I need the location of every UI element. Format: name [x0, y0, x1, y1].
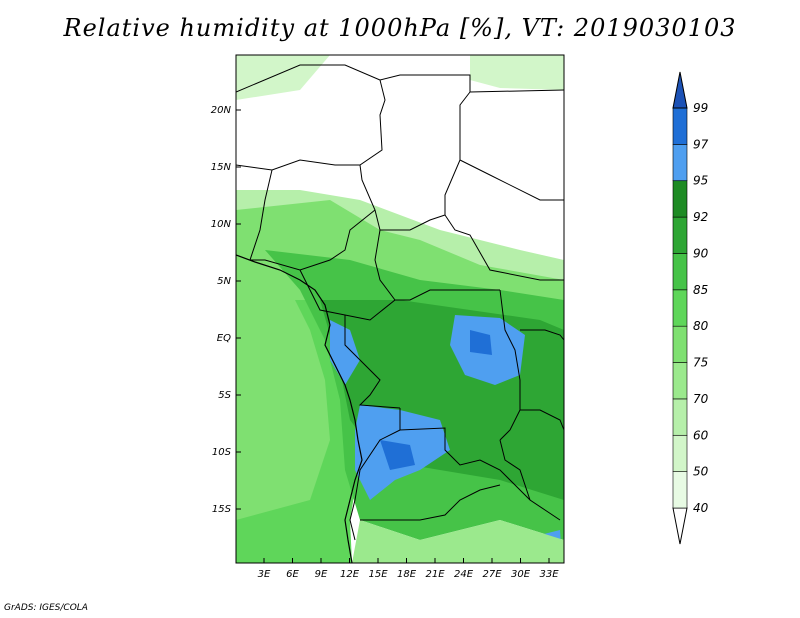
map-title: Relative humidity at 1000hPa [%], VT: 20… — [63, 14, 737, 42]
colorbar-segment — [672, 434, 688, 472]
latitude-axis: 20N 15N 10N 5N EQ 5S 10S 15S — [211, 105, 241, 515]
lon-tick-label: 15E — [368, 569, 388, 580]
colorbar-label: 99 — [693, 101, 708, 115]
colorbar-label: 75 — [693, 356, 708, 370]
colorbar-label: 60 — [693, 428, 709, 442]
colorbar-label: 95 — [693, 174, 708, 188]
lat-tick-label: EQ — [217, 333, 231, 344]
lat-tick-label: 15S — [212, 504, 232, 515]
colorbar-label: 70 — [693, 392, 709, 406]
colorbar-label: 40 — [693, 501, 709, 515]
colorbar-label: 50 — [693, 465, 709, 479]
colorbar-segment — [672, 107, 688, 145]
colorbar-upper-arrow — [672, 71, 688, 109]
lon-tick-label: 3E — [258, 569, 271, 580]
coastline — [236, 254, 363, 563]
lat-tick-label: 10S — [212, 447, 232, 458]
lon-tick-label: 12E — [340, 569, 360, 580]
colorbar-segment — [672, 471, 688, 509]
colorbar-segment — [672, 289, 688, 327]
lat-tick-label: 20N — [211, 105, 232, 116]
humidity-field — [236, 55, 564, 563]
lat-tick-label: 15N — [211, 162, 232, 173]
colorbar-label: 97 — [693, 137, 709, 151]
lon-tick-label: 18E — [397, 569, 417, 580]
colorbar-segment — [672, 325, 688, 363]
colorbar-segment — [672, 216, 688, 254]
lon-tick-label: 24E — [454, 569, 474, 580]
colorbar-segment — [672, 362, 688, 400]
colorbar-label: 85 — [693, 283, 708, 297]
colorbar-segment — [672, 253, 688, 291]
colorbar-label: 92 — [693, 210, 708, 224]
lon-tick-label: 33E — [539, 569, 559, 580]
lon-tick-label: 30E — [511, 569, 531, 580]
map-frame — [235, 54, 565, 564]
lat-tick-label: 10N — [211, 219, 232, 230]
lon-tick-label: 21E — [425, 569, 445, 580]
lon-tick-label: 27E — [482, 569, 502, 580]
colorbar: 40 50 60 70 75 80 85 90 92 95 97 99 — [672, 71, 709, 545]
country-borders — [236, 64, 564, 541]
lon-tick-label: 9E — [315, 569, 328, 580]
colorbar-segment — [672, 144, 688, 182]
colorbar-segment — [672, 398, 688, 436]
grads-credit: GrADS: IGES/COLA — [4, 603, 88, 613]
lat-tick-label: 5N — [217, 276, 231, 287]
colorbar-label: 90 — [693, 246, 709, 260]
lat-tick-label: 5S — [218, 390, 231, 401]
longitude-axis: 3E 6E 9E 12E 15E 18E 21E 24E 27E 30E 33E — [258, 558, 559, 580]
colorbar-segment — [672, 180, 688, 218]
lon-tick-label: 6E — [286, 569, 299, 580]
colorbar-label: 80 — [693, 319, 709, 333]
colorbar-lower-arrow — [672, 507, 688, 545]
